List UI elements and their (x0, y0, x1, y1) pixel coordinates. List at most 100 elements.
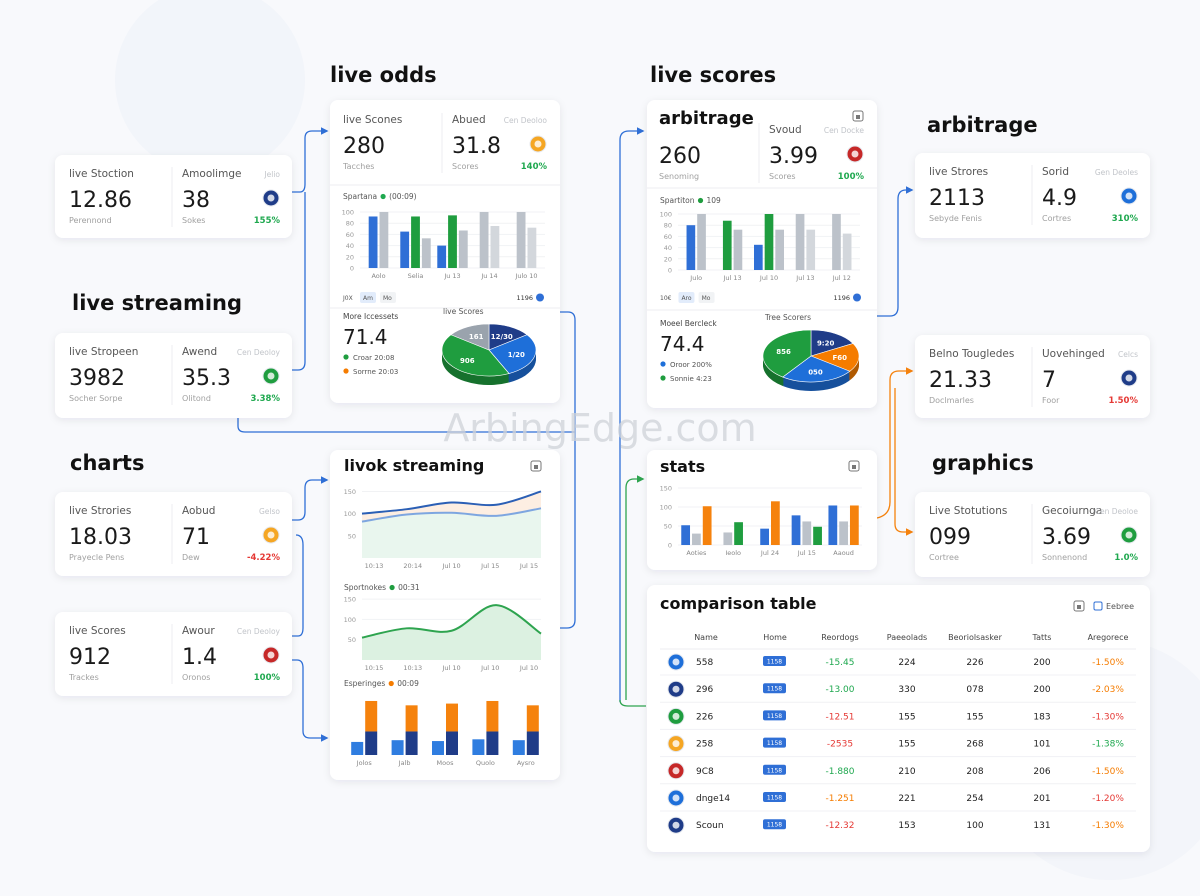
legend-dot (389, 584, 395, 591)
label: Svoud (769, 124, 802, 136)
x-tick-label: Jalb (398, 759, 411, 767)
bar (526, 731, 539, 755)
y-tick-label: 100 (342, 209, 354, 217)
x-tick-label: Jul 15 (480, 562, 499, 570)
team-badge-inner (851, 150, 859, 158)
x-tick-label: Ju 13 (443, 272, 460, 280)
cell: 1158 (767, 659, 782, 666)
team-badge-inner (1125, 192, 1133, 200)
icon (852, 465, 856, 469)
section-heading: live odds (330, 63, 437, 87)
label: live Scones (343, 114, 402, 126)
team-badge-inner (1125, 374, 1133, 382)
bar (775, 229, 784, 270)
label: Spartana (343, 192, 377, 201)
label: Awour (182, 625, 215, 637)
legend-label: Sorrne 20:03 (353, 368, 398, 376)
x-tick-label: Aoties (686, 549, 707, 557)
cell: -12.32 (825, 821, 854, 831)
label: Spartiton (660, 196, 695, 205)
section-heading: arbitrage (927, 113, 1038, 137)
bar (437, 245, 447, 268)
pie-slice (450, 323, 490, 351)
bar (368, 216, 378, 268)
bar (692, 533, 701, 545)
label: 21.33 (929, 368, 992, 393)
x-tick-label: Jul 24 (760, 549, 779, 557)
team-badge-inner (672, 685, 680, 693)
y-tick-label: 50 (348, 636, 356, 644)
area (362, 605, 541, 660)
card (55, 155, 292, 238)
team-badge-inner (672, 821, 680, 829)
pie-slice (810, 343, 860, 372)
watermark: ArbingEdge.com (443, 406, 756, 450)
bar (771, 501, 780, 545)
pie-label: 12/30 (491, 333, 513, 341)
table-title: comparison table (660, 594, 817, 613)
label: Jelio (263, 170, 280, 179)
bar (813, 526, 822, 545)
bar (411, 216, 420, 268)
cell: 1158 (767, 740, 782, 747)
team-badge-inner (534, 140, 542, 148)
label: Cen Deoloe (1095, 507, 1139, 516)
label: Esperinges (344, 679, 385, 688)
label: Prayecle Pens (69, 553, 124, 562)
change: 155% (254, 216, 281, 226)
cell: Scoun (696, 821, 724, 831)
team-badge-inner (267, 194, 275, 202)
section-heading: graphics (932, 451, 1034, 475)
connector (625, 475, 645, 700)
label: Oronos (182, 673, 210, 682)
x-tick-label: Jul 12 (832, 274, 851, 282)
label: Sokes (182, 216, 205, 225)
pie-label: 161 (469, 333, 484, 341)
icon (852, 110, 864, 122)
connector (619, 699, 646, 707)
cell: 078 (966, 685, 983, 695)
x-tick-label: Ju 14 (480, 272, 497, 280)
x-tick-label: Jul 10 (480, 664, 499, 672)
label: Amoolimge (182, 168, 241, 180)
cell: 296 (696, 685, 713, 695)
label: 109 (707, 196, 722, 205)
label: 3.99 (769, 144, 818, 169)
label: 1.4 (182, 645, 217, 670)
label: 00:31 (398, 583, 420, 592)
cell: 226 (966, 658, 983, 668)
bar (448, 215, 457, 268)
cell: 224 (898, 658, 915, 668)
legend-dot (343, 368, 349, 374)
home-badge (763, 764, 786, 775)
section-heading: charts (70, 451, 144, 475)
pie-slice (782, 355, 851, 383)
connector (292, 659, 329, 742)
label: Live Stotutions (929, 505, 1007, 517)
x-tick-label: Ieolo (725, 549, 741, 557)
y-tick-label: 60 (346, 231, 354, 239)
label: Celcs (1118, 350, 1138, 359)
card (55, 492, 292, 576)
bar-segment (365, 700, 378, 732)
y-tick-label: 100 (660, 211, 672, 219)
y-tick-label: 100 (344, 510, 356, 518)
x-tick-label: Jul 13 (795, 274, 814, 282)
team-badge-inner (672, 794, 680, 802)
cell: 221 (898, 794, 915, 804)
home-badge (763, 656, 786, 666)
bar (764, 214, 774, 270)
pie-slice (488, 334, 537, 374)
team-badge-inner (672, 712, 680, 720)
home-badge (763, 710, 786, 721)
label: Sonnenond (1042, 553, 1087, 562)
column-header: Aregorece (1088, 633, 1129, 642)
bar (472, 739, 485, 755)
column-header: Beoriolsasker (948, 633, 1002, 642)
y-tick-label: 80 (664, 222, 672, 230)
label: 7 (1042, 368, 1056, 393)
action-icon (1093, 601, 1103, 611)
cell: 254 (966, 794, 983, 804)
bar-segment (486, 700, 499, 732)
